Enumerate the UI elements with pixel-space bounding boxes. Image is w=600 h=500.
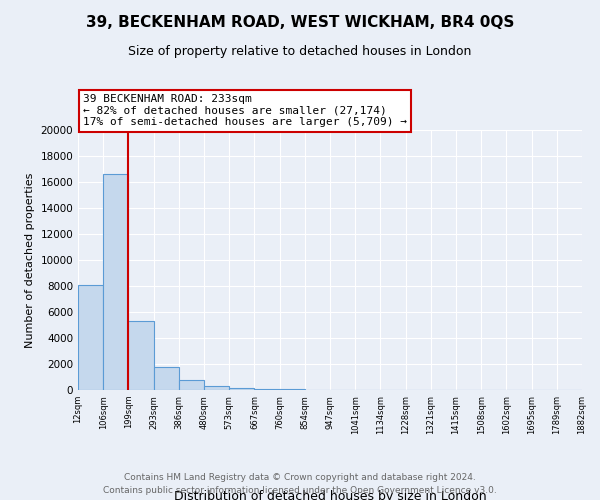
Text: Size of property relative to detached houses in London: Size of property relative to detached ho… [128,45,472,58]
Bar [78,284,103,390]
Bar [229,388,254,390]
Bar [154,367,179,390]
Bar [128,321,154,390]
Y-axis label: Number of detached properties: Number of detached properties [25,172,35,348]
Bar [179,380,204,390]
X-axis label: Distribution of detached houses by size in London: Distribution of detached houses by size … [173,490,487,500]
Bar [103,174,128,390]
Text: Contains public sector information licensed under the Open Government Licence v3: Contains public sector information licen… [103,486,497,495]
Bar [254,388,280,390]
Text: Contains HM Land Registry data © Crown copyright and database right 2024.: Contains HM Land Registry data © Crown c… [124,472,476,482]
Bar [204,386,229,390]
Text: 39, BECKENHAM ROAD, WEST WICKHAM, BR4 0QS: 39, BECKENHAM ROAD, WEST WICKHAM, BR4 0Q… [86,15,514,30]
Text: 39 BECKENHAM ROAD: 233sqm
← 82% of detached houses are smaller (27,174)
17% of s: 39 BECKENHAM ROAD: 233sqm ← 82% of detac… [83,94,407,128]
